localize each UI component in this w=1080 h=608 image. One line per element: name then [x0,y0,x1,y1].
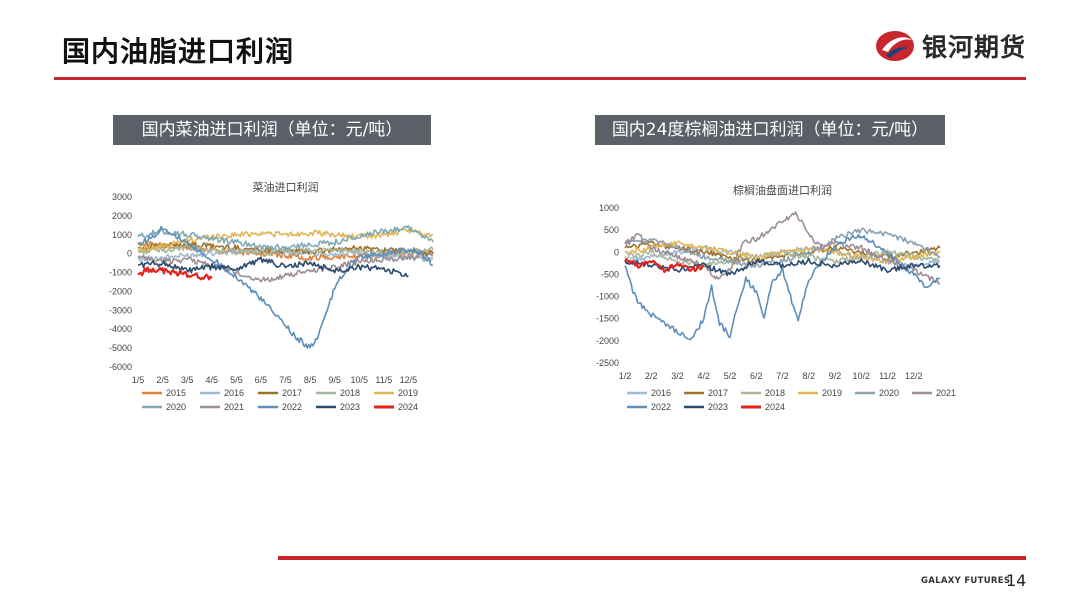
legend-label-2020: 2020 [879,388,899,398]
legend-label-2022: 2022 [282,402,302,412]
series-line-2023 [624,257,941,277]
legend-label-2018: 2018 [340,388,360,398]
panel-header-palm: 国内24度棕榈油进口利润（单位：元/吨） [595,115,945,145]
legend-label-2019: 2019 [398,388,418,398]
series-line-2020 [624,227,941,269]
series-line-2024 [137,266,213,281]
x-tick-label: 11/5 [375,375,392,385]
legend-label-2020: 2020 [166,402,186,412]
y-tick-label: 1000 [599,203,619,213]
y-tick-label: 2000 [112,211,132,221]
page-number: 14 [1006,571,1027,590]
y-tick-label: -1000 [109,268,132,278]
x-tick-label: 4/2 [697,371,710,381]
y-tick-label: -2000 [109,286,132,296]
rapeseed-oil-profit-chart: 菜油进口利润 3000 2000 1000 0 -1000 -2000 -3000 -4000 -… [109,180,434,412]
legend-label-2017: 2017 [708,388,728,398]
chart-title: 棕榈油盘面进口利润 [733,183,832,197]
y-tick-label: 1000 [112,230,132,240]
galaxy-logo-icon [876,31,914,61]
legend-label-2015: 2015 [166,388,186,398]
x-tick-label: 1/2 [619,371,632,381]
legend-label-2021: 2021 [936,388,956,398]
x-tick-label: 7/2 [776,371,789,381]
y-tick-label: -3000 [109,305,132,315]
legend-label-2023: 2023 [340,402,360,412]
x-tick-label: 5/2 [724,371,737,381]
y-tick-label: -1500 [596,314,619,324]
legend-label-2024: 2024 [398,402,418,412]
legend-label-2022: 2022 [651,402,671,412]
legend-label-2019: 2019 [822,388,842,398]
x-tick-label: 10/5 [350,375,368,385]
x-tick-label: 8/2 [802,371,815,381]
footer-brand: GALAXY FUTURES [921,576,1011,586]
x-tick-label: 3/5 [181,375,194,385]
legend-label-2016: 2016 [224,388,244,398]
x-tick-label: 6/5 [255,375,268,385]
y-tick-label: 0 [127,249,132,259]
series-line-2021 [624,211,941,285]
x-tick-label: 6/2 [750,371,763,381]
x-tick-label: 2/2 [645,371,658,381]
x-tick-label: 11/2 [879,371,896,381]
y-tick-label: -2500 [596,358,619,368]
x-tick-label: 3/2 [671,371,684,381]
x-tick-label: 12/2 [905,371,923,381]
y-tick-label: -500 [601,269,619,279]
y-tick-label: 500 [604,225,619,235]
y-tick-label: -5000 [109,343,132,353]
x-tick-label: 9/5 [328,375,341,385]
series-line-2019 [624,240,941,265]
legend-label-2018: 2018 [765,388,785,398]
legend-label-2021: 2021 [224,402,244,412]
chart-title: 菜油进口利润 [253,180,319,194]
series-line-2022 [624,233,941,341]
y-tick-label: 0 [614,247,619,257]
series-line-2022 [137,225,434,349]
y-tick-label: -2000 [596,336,619,346]
series-line-2019 [137,228,434,253]
x-tick-label: 12/5 [400,375,418,385]
footer-rule [278,556,1026,560]
header-rule [54,77,1026,80]
series-line-2023 [137,256,409,278]
brand-logo: 银河期货 [874,28,1026,64]
x-tick-label: 1/5 [132,375,145,385]
page-title: 国内油脂进口利润 [62,35,295,68]
y-tick-label: -1000 [596,292,619,302]
series-line-2020 [137,224,434,252]
x-tick-label: 10/2 [852,371,870,381]
legend-label-2024: 2024 [765,402,785,412]
x-tick-label: 7/5 [279,375,292,385]
brand-name: 银河期货 [922,33,1027,62]
x-tick-label: 8/5 [304,375,317,385]
series-line-2017 [624,240,941,264]
y-tick-label: -6000 [109,362,132,372]
y-tick-label: 3000 [112,192,132,202]
x-tick-label: 2/5 [156,375,169,385]
series-line-2021 [137,252,434,283]
panel-header-rapeseed: 国内菜油进口利润（单位：元/吨） [113,115,431,145]
x-tick-label: 5/5 [230,375,243,385]
series-line-2024 [624,258,705,274]
x-tick-label: 9/2 [829,371,842,381]
y-tick-label: -4000 [109,324,132,334]
legend-label-2023: 2023 [708,402,728,412]
legend-label-2016: 2016 [651,388,671,398]
legend-label-2017: 2017 [282,388,302,398]
palm-oil-profit-chart: 棕榈油盘面进口利润 1000 500 0 -500 -1000 -1500 -2000 -250… [596,183,956,412]
x-tick-label: 4/5 [205,375,218,385]
